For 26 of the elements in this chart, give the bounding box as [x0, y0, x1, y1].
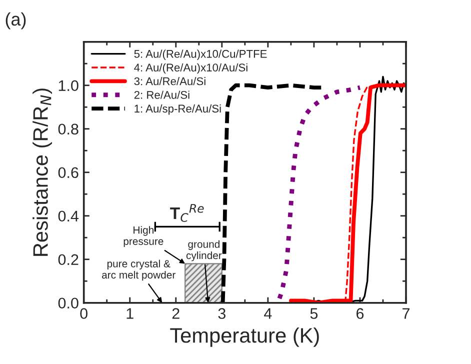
x-axis-title: Temperature (K) — [170, 328, 319, 347]
x-tick-label: 2 — [172, 308, 180, 319]
legend-label: 5: Au/(Re/Au)x10/Cu/PTFE — [134, 50, 267, 60]
annotation: ground cylinder — [186, 240, 222, 262]
y-tick-label: 0.2 — [58, 254, 78, 266]
legend-label: 4: Au/(Re/Au)x10/Au/Si — [134, 63, 248, 74]
y-axis-title: Resistance (R/R$_{N}$) — [32, 88, 52, 256]
x-tick-label: 0 — [80, 308, 88, 319]
annotation: T$_{C}$$^{Re}$ — [170, 204, 204, 222]
y-tick-label: 0.6 — [58, 167, 78, 178]
x-tick-label: 1 — [126, 308, 134, 319]
x-tick-label: 5 — [310, 308, 318, 319]
text: (a) — [6, 12, 26, 30]
legend-label: 1: Au/sp-Re/Au/Si — [134, 104, 221, 115]
x-tick-label: 3 — [218, 308, 226, 319]
annotation: pure crystal & arc melt powder — [102, 260, 176, 281]
legend-label: 2: Re/Au/Si — [134, 90, 190, 99]
x-tick-label: 7 — [402, 308, 410, 319]
x-tick-label: 4 — [264, 308, 272, 319]
y-tick-label: 0.4 — [58, 210, 79, 222]
x-tick-label: 6 — [356, 308, 364, 319]
legend-label: 3: Au/Re/Au/Si — [134, 77, 206, 86]
annotation: High pressure — [124, 226, 164, 248]
y-tick-label: 1.0 — [58, 80, 78, 92]
y-tick-label: 0.8 — [58, 124, 78, 135]
y-tick-label: 0.0 — [58, 298, 78, 309]
